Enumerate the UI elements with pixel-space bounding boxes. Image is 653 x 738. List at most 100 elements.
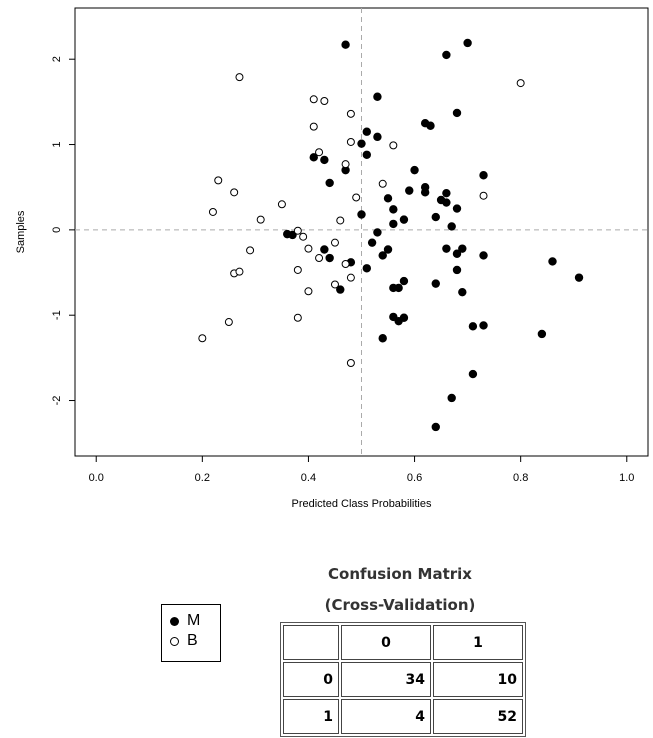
data-point-b xyxy=(208,207,217,216)
y-tick-label: -1 xyxy=(51,310,63,320)
data-point-m xyxy=(399,276,409,286)
y-tick-label: 2 xyxy=(51,56,63,62)
data-point-m xyxy=(373,132,382,142)
data-point-m xyxy=(362,264,372,273)
confusion-matrix-title: Confusion Matrix xyxy=(328,565,472,583)
legend-label: B xyxy=(187,632,198,649)
data-point-m xyxy=(442,188,451,198)
open-circle-icon xyxy=(170,636,179,646)
filled-circle-icon xyxy=(170,616,179,626)
data-point-b xyxy=(346,273,355,282)
data-point-b xyxy=(346,109,355,118)
data-point-m xyxy=(442,50,451,60)
data-point-b xyxy=(304,244,313,253)
legend-label: M xyxy=(187,612,201,629)
data-point-m xyxy=(442,198,451,207)
data-point-b xyxy=(293,313,302,322)
data-point-m xyxy=(452,249,462,258)
x-axis-title: Predicted Class Probabilities xyxy=(291,498,432,510)
legend-item-b: B xyxy=(170,632,198,650)
y-axis-title: Samples xyxy=(15,210,27,253)
data-point-m xyxy=(548,257,557,266)
data-point-b xyxy=(293,265,302,274)
x-axis-ticks: 0.0 0.2 0.4 0.6 0.8 1.0 xyxy=(89,456,634,484)
data-point-m xyxy=(373,228,382,237)
data-point-m xyxy=(378,334,387,343)
data-point-m xyxy=(325,178,334,188)
confusion-matrix-table: 0 1 0 34 10 1 4 52 xyxy=(280,622,526,737)
data-point-m xyxy=(394,283,403,293)
data-point-m xyxy=(357,139,366,148)
data-point-b xyxy=(346,137,355,146)
table-cell: 4 xyxy=(341,699,431,734)
row-header-cell: 1 xyxy=(283,699,339,734)
data-point-b xyxy=(214,176,223,185)
legend-item-m: M xyxy=(170,612,200,630)
data-point-m xyxy=(574,273,584,282)
scatter-plot: 0.0 0.2 0.4 0.6 0.8 1.0 -2 -1 0 1 2 Predicted Cla… xyxy=(15,7,649,510)
data-point-b xyxy=(389,141,398,150)
data-point-b xyxy=(378,179,387,188)
data-point-m xyxy=(479,171,488,180)
table-cell: 10 xyxy=(433,662,523,697)
data-point-b xyxy=(235,267,244,276)
data-point-m xyxy=(320,155,329,165)
table-row: 0 34 10 xyxy=(283,662,523,697)
data-point-m xyxy=(458,287,467,297)
table-cell: 52 xyxy=(433,699,523,734)
data-point-b xyxy=(224,318,233,327)
data-point-m xyxy=(431,279,440,288)
data-point-m xyxy=(452,265,462,275)
data-point-m xyxy=(537,329,547,339)
x-tick-label: 0.4 xyxy=(301,472,316,484)
data-point-m xyxy=(389,219,398,229)
table-cell: 34 xyxy=(341,662,431,697)
data-point-m xyxy=(452,108,462,118)
data-point-m xyxy=(362,127,372,136)
data-point-b xyxy=(346,358,355,367)
data-point-m xyxy=(431,422,440,432)
x-tick-label: 0.0 xyxy=(89,472,104,484)
column-header-cell: 1 xyxy=(433,625,523,660)
data-point-m xyxy=(479,321,488,330)
data-point-m xyxy=(442,244,451,253)
x-tick-label: 0.8 xyxy=(513,472,528,484)
data-point-m xyxy=(410,165,419,175)
y-tick-label: -2 xyxy=(51,396,63,406)
data-point-b xyxy=(341,260,350,268)
data-point-m xyxy=(447,393,456,403)
data-point-b xyxy=(198,334,207,343)
data-point-b xyxy=(341,160,350,169)
data-point-m xyxy=(383,245,393,254)
data-point-b xyxy=(315,148,324,157)
data-point-m xyxy=(362,150,372,159)
data-point-m xyxy=(320,245,329,254)
table-corner-cell xyxy=(283,625,339,660)
data-point-m xyxy=(479,251,488,260)
data-point-m xyxy=(431,212,440,222)
table-header-row: 0 1 xyxy=(283,625,523,660)
data-point-m xyxy=(426,121,435,130)
column-header-cell: 0 xyxy=(341,625,431,660)
row-header-cell: 0 xyxy=(283,662,339,697)
data-point-m xyxy=(405,186,414,195)
data-point-m xyxy=(458,244,467,253)
data-point-m xyxy=(389,205,398,214)
x-tick-label: 1.0 xyxy=(619,472,634,484)
data-point-m xyxy=(399,215,409,224)
data-point-m xyxy=(447,222,456,231)
data-point-b xyxy=(479,191,488,200)
data-point-m xyxy=(420,188,430,197)
data-point-m xyxy=(341,40,350,49)
y-tick-label: 0 xyxy=(51,227,63,233)
data-point-b xyxy=(299,232,308,241)
legend: M B xyxy=(161,604,221,662)
data-point-b xyxy=(230,188,239,197)
data-point-m xyxy=(468,322,478,331)
data-point-m xyxy=(383,194,393,203)
data-point-m xyxy=(336,285,345,294)
data-point-m xyxy=(309,153,318,162)
data-point-b xyxy=(516,79,525,88)
data-points xyxy=(198,38,584,432)
data-point-m xyxy=(468,369,478,379)
